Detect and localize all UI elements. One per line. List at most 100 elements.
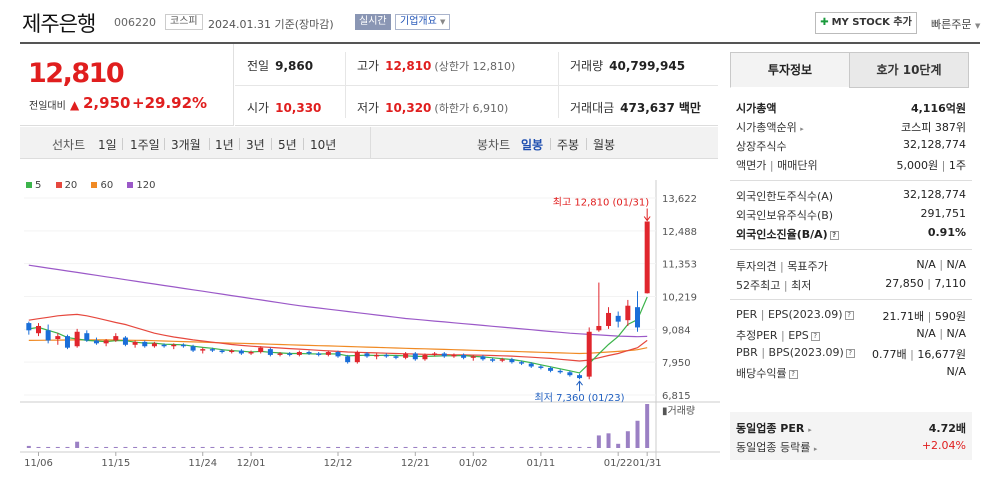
y-tick-label: 12,488 bbox=[662, 227, 697, 238]
amount-label: 거래대금 bbox=[570, 101, 615, 115]
legend-swatch bbox=[55, 182, 62, 188]
candle bbox=[577, 373, 583, 380]
opinion-value: N/A bbox=[916, 258, 936, 271]
candle bbox=[441, 352, 447, 358]
help-icon[interactable]: ? bbox=[810, 331, 820, 341]
volume-bar bbox=[220, 446, 225, 448]
volume-bar bbox=[191, 446, 196, 448]
trade-amount: 거래대금 473,637 백만 bbox=[570, 99, 701, 116]
candle-body bbox=[142, 341, 148, 347]
row-value: 4.72배 bbox=[928, 422, 966, 435]
min-arrowhead bbox=[576, 380, 583, 386]
plus-icon: ✚ bbox=[820, 17, 829, 28]
x-tick-label: 12/12 bbox=[324, 458, 353, 469]
volume-bar bbox=[596, 435, 601, 448]
separator: | bbox=[769, 159, 774, 172]
tab-daily[interactable]: 일봉 bbox=[521, 138, 544, 152]
candle-body bbox=[596, 325, 602, 331]
volume-bar bbox=[94, 446, 99, 448]
tab-3m[interactable]: 3개월 bbox=[171, 138, 201, 152]
candle-body bbox=[528, 363, 534, 367]
separator: | bbox=[910, 348, 914, 361]
tab-1d[interactable]: 1일 bbox=[98, 138, 117, 152]
separator: | bbox=[939, 327, 944, 340]
legend-label: 120 bbox=[136, 180, 156, 191]
tab-5y[interactable]: 5년 bbox=[278, 138, 297, 152]
help-icon[interactable]: ? bbox=[788, 369, 798, 379]
row-label: 동일업종 등락률 ▸ bbox=[736, 439, 817, 455]
volume-bar bbox=[46, 446, 51, 448]
candle-body bbox=[26, 323, 32, 331]
row-label: 외국인보유주식수(B) bbox=[736, 209, 834, 222]
row-dividend: 배당수익률? N/A bbox=[736, 365, 966, 381]
tab-orderbook[interactable]: 호가 10단계 bbox=[849, 52, 969, 88]
candle bbox=[422, 353, 428, 361]
candle-body bbox=[335, 352, 341, 357]
tab-1w[interactable]: 1주일 bbox=[130, 138, 160, 152]
volume-bar bbox=[374, 446, 379, 448]
volume-bar bbox=[65, 446, 70, 448]
high-label: 고가 bbox=[357, 59, 380, 73]
bps-label: BPS(2023.09) bbox=[768, 346, 844, 359]
volume-bar bbox=[200, 446, 205, 448]
candle-body bbox=[519, 362, 525, 364]
info-tabs: 투자정보 호가 10단계 bbox=[730, 52, 972, 88]
candle bbox=[84, 330, 90, 342]
y-tick-label: 9,084 bbox=[662, 325, 691, 336]
volume-label: ▮거래량 bbox=[662, 405, 695, 417]
volume-bar bbox=[336, 446, 340, 448]
volume-bar bbox=[519, 446, 524, 448]
company-overview-dropdown[interactable]: 기업개요 ▼ bbox=[395, 14, 451, 30]
candle bbox=[335, 350, 341, 358]
volume-bar bbox=[490, 446, 495, 448]
stock-header: 제주은행 006220 코스피 2024.01.31 기준(장마감) 실시간 기… bbox=[0, 0, 986, 42]
per-value: 21.71배 bbox=[882, 310, 925, 323]
row-value: 32,128,774 bbox=[903, 138, 966, 151]
candle-body bbox=[161, 344, 167, 347]
row-label: 추정PER | EPS? bbox=[736, 327, 820, 343]
quick-order-dropdown[interactable]: 빠른주문 ▼ bbox=[931, 16, 980, 32]
tab-1y[interactable]: 1년 bbox=[215, 138, 234, 152]
divider bbox=[235, 85, 718, 86]
candle bbox=[480, 354, 486, 361]
volume-bar bbox=[152, 446, 157, 448]
row-value: 0.77배 | 16,677원 bbox=[872, 346, 966, 362]
eps-value: 590원 bbox=[934, 310, 966, 323]
volume-bar bbox=[548, 446, 553, 448]
candle-body bbox=[35, 325, 41, 334]
candle-body bbox=[635, 307, 641, 328]
tab-weekly[interactable]: 주봉 bbox=[557, 138, 580, 152]
candle bbox=[287, 352, 293, 357]
help-icon[interactable]: ? bbox=[844, 310, 854, 320]
candle bbox=[209, 347, 215, 353]
reference-date: 2024.01.31 기준(장마감) bbox=[208, 18, 334, 31]
candle-body bbox=[470, 356, 476, 358]
candle-body bbox=[345, 356, 351, 363]
realtime-button[interactable]: 실시간 bbox=[355, 14, 391, 30]
tab-monthly[interactable]: 월봉 bbox=[593, 138, 616, 152]
add-mystock-button[interactable]: ✚ MY STOCK 추가 bbox=[815, 12, 917, 34]
help-icon[interactable]: ? bbox=[829, 230, 839, 240]
tab-3y[interactable]: 3년 bbox=[246, 138, 265, 152]
bps-value: 16,677원 bbox=[917, 348, 966, 361]
tab-investment-info[interactable]: 투자정보 bbox=[730, 52, 850, 88]
candle bbox=[55, 333, 61, 345]
candle bbox=[277, 352, 283, 357]
row-foreign-hold: 외국인보유주식수(B) 291,751 bbox=[736, 207, 966, 223]
candle-body bbox=[499, 359, 505, 361]
candle bbox=[45, 324, 51, 344]
eps-label: EPS(2023.09) bbox=[767, 308, 843, 321]
candle-body bbox=[441, 353, 447, 357]
candle bbox=[161, 343, 167, 348]
candle bbox=[538, 365, 544, 370]
candle-body bbox=[364, 353, 370, 357]
legend-ma5: 5 bbox=[26, 180, 41, 191]
candle bbox=[248, 350, 254, 355]
separator: | bbox=[779, 260, 784, 273]
volume-bar bbox=[567, 446, 572, 448]
tab-10y[interactable]: 10년 bbox=[310, 138, 337, 152]
candle bbox=[548, 366, 554, 373]
stock-candle-chart[interactable]: 13,622 12,488 11,353 10,219 9,084 7,950 6,815 1… bbox=[20, 160, 720, 480]
volume-bar bbox=[355, 446, 360, 448]
help-icon[interactable]: ? bbox=[845, 348, 855, 358]
